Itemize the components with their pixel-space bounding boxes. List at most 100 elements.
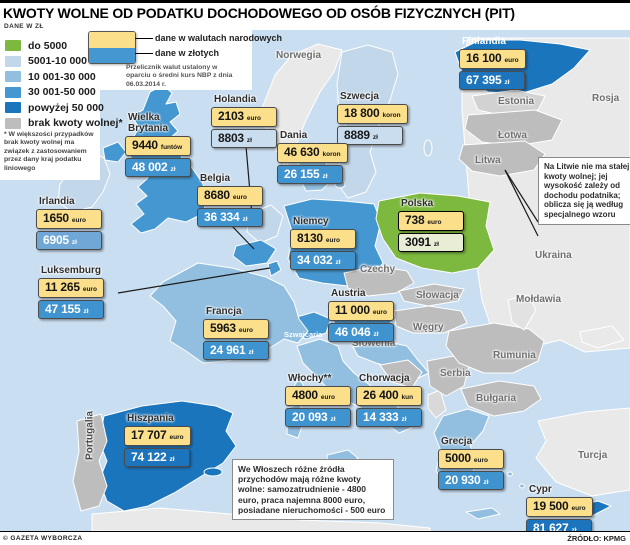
map-country-label: Rosja [592,93,620,104]
legend-item-label: brak kwoty wolnej* [28,117,123,129]
shape-moldova [507,294,537,331]
legend-color-swatch [5,102,21,113]
page-title: KWOTY WOLNE OD PODATKU DOCHODOWEGO OD OS… [3,5,515,21]
zloty-value: 8889 [344,127,370,142]
country-data-block: Wielka Brytania 9440 funtów 48 002 zł [125,112,191,178]
zloty-value: 8803 [218,130,244,145]
country-data-block: Austria 11 000 euro 46 046 zł [328,288,394,343]
zloty-unit: zł [372,133,378,141]
country-name: Luksemburg [41,265,102,276]
national-currency-box: 2103 euro [211,107,277,127]
country-data-block: Finlandia 16 100 euro 67 395 zł [459,36,526,91]
zloty-value: 47 155 [45,301,81,316]
flat-tax-footnote: * W większości przypadków brak kwoty wol… [4,131,94,172]
country-name: Szwecja [340,91,379,102]
zloty-box: 8803 zł [211,128,277,149]
national-unit: euro [71,217,86,224]
leader-line-lithuania-a [504,169,539,223]
shape-northern-ireland [102,141,127,163]
country-data-block: Luksemburg 11 265 euro 47 155 zł [38,265,104,320]
zloty-unit: zł [170,165,176,173]
country-data-block: Chorwacja 26 400 kun 14 333 zł [356,373,422,428]
zloty-box: 67 395 zł [459,70,525,91]
legend-color-swatch [5,55,21,67]
map-country-label: Mołdawia [516,294,562,305]
shape-aegean-isle-3 [519,483,525,489]
country-name: Włochy** [288,373,332,384]
zloty-value: 20 093 [292,409,328,424]
zloty-box: 74 122 zł [124,447,190,468]
map-country-label: Portugalia [84,411,96,460]
legend-item: 5001-10 000 [5,55,123,67]
national-value: 19 500 [533,499,569,513]
national-value: 17 707 [131,428,167,442]
legend-item-label: 30 001-50 000 [28,86,96,98]
legend-connector-line [135,38,153,39]
map-country-label: Czechy [360,264,396,275]
shape-romania [445,322,545,374]
map-country-label: Estonia [498,96,535,107]
zloty-unit: zł [433,240,439,248]
legend-item-label: 10 001-30 000 [28,70,96,83]
legend-color-swatch [5,86,21,98]
zloty-value: 36 334 [204,209,240,224]
national-unit: euro [232,194,247,201]
legend-color-swatch [5,117,21,129]
national-currency-box: 17 707 euro [124,426,191,446]
national-currency-box: 5963 euro [203,319,269,339]
map-country-label: Bułgaria [476,393,517,404]
country-data-block: Polska 738 euro 3091 zł [398,198,464,253]
zloty-legend-label: dane w złotych [155,48,220,58]
zloty-value: 46 046 [335,324,371,339]
country-data-block: Holandia 2103 euro 8803 zł [211,94,277,149]
zloty-box: 36 334 zł [197,207,263,228]
national-currency-box: 16 100 euro [459,49,526,69]
country-name: Austria [331,288,366,299]
leader-line-luxembourg [117,267,271,294]
national-unit: euro [238,327,253,334]
country-name: Grecja [441,436,473,447]
zloty-unit: zł [504,78,510,86]
legend-item: 10 001-30 000 [5,70,123,83]
zloty-box: 24 961 zł [203,340,269,361]
national-currency-legend-label: dane w walutach narodowych [155,33,283,43]
country-name: Cypr [529,484,552,495]
country-data-block: Francja 5963 euro 24 961 zł [203,306,269,361]
national-currency-box: 1650 euro [36,209,102,229]
map-country-label: Słowacja [416,290,459,301]
exchange-rate-note: Przelicznik walut ustalony w oparciu o ś… [126,64,233,88]
zloty-unit: zł [322,172,328,180]
zloty-swatch [89,47,135,63]
shape-czechia [343,265,415,297]
source-right: ŹRÓDŁO: KPMG [567,534,626,543]
national-value: 46 630 [284,145,320,159]
italy-note: We Włoszech różne źródła przychodów mają… [232,459,394,520]
shape-bosnia [379,359,423,389]
country-name: Holandia [214,94,257,105]
country-data-block: Grecja 5000 euro 20 930 zł [438,436,504,491]
zloty-box: 14 333 zł [356,407,422,428]
national-currency-box: 26 400 kun [356,386,422,406]
leader-line-belgium [231,225,255,250]
national-value: 5963 [210,321,236,335]
country-name: Finlandia [462,36,506,47]
zloty-value: 24 961 [210,342,246,357]
country-name: Irlandia [39,196,75,207]
lithuania-note: Na Litwie nie ma stałej kwoty wolnej; je… [538,157,630,225]
national-value: 16 100 [466,51,502,65]
zloty-box: 48 002 zł [125,157,191,178]
zloty-value: 3091 [405,234,431,249]
country-name: Polska [401,198,434,209]
national-currency-box: 19 500 euro [526,497,593,517]
zloty-unit: zł [71,238,77,246]
zloty-value: 6905 [43,232,69,247]
country-name: Belgia [200,173,231,184]
national-currency-box: 18 800 koron [337,104,408,124]
national-currency-box: 4800 euro [285,386,351,406]
national-currency-box: 8680 euro [197,186,263,206]
national-value: 18 800 [344,106,380,120]
zloty-box: 34 032 zł [290,250,356,271]
national-value: 5000 [445,451,471,465]
zloty-box: 8889 zł [337,125,403,146]
national-unit: koron [322,151,341,158]
